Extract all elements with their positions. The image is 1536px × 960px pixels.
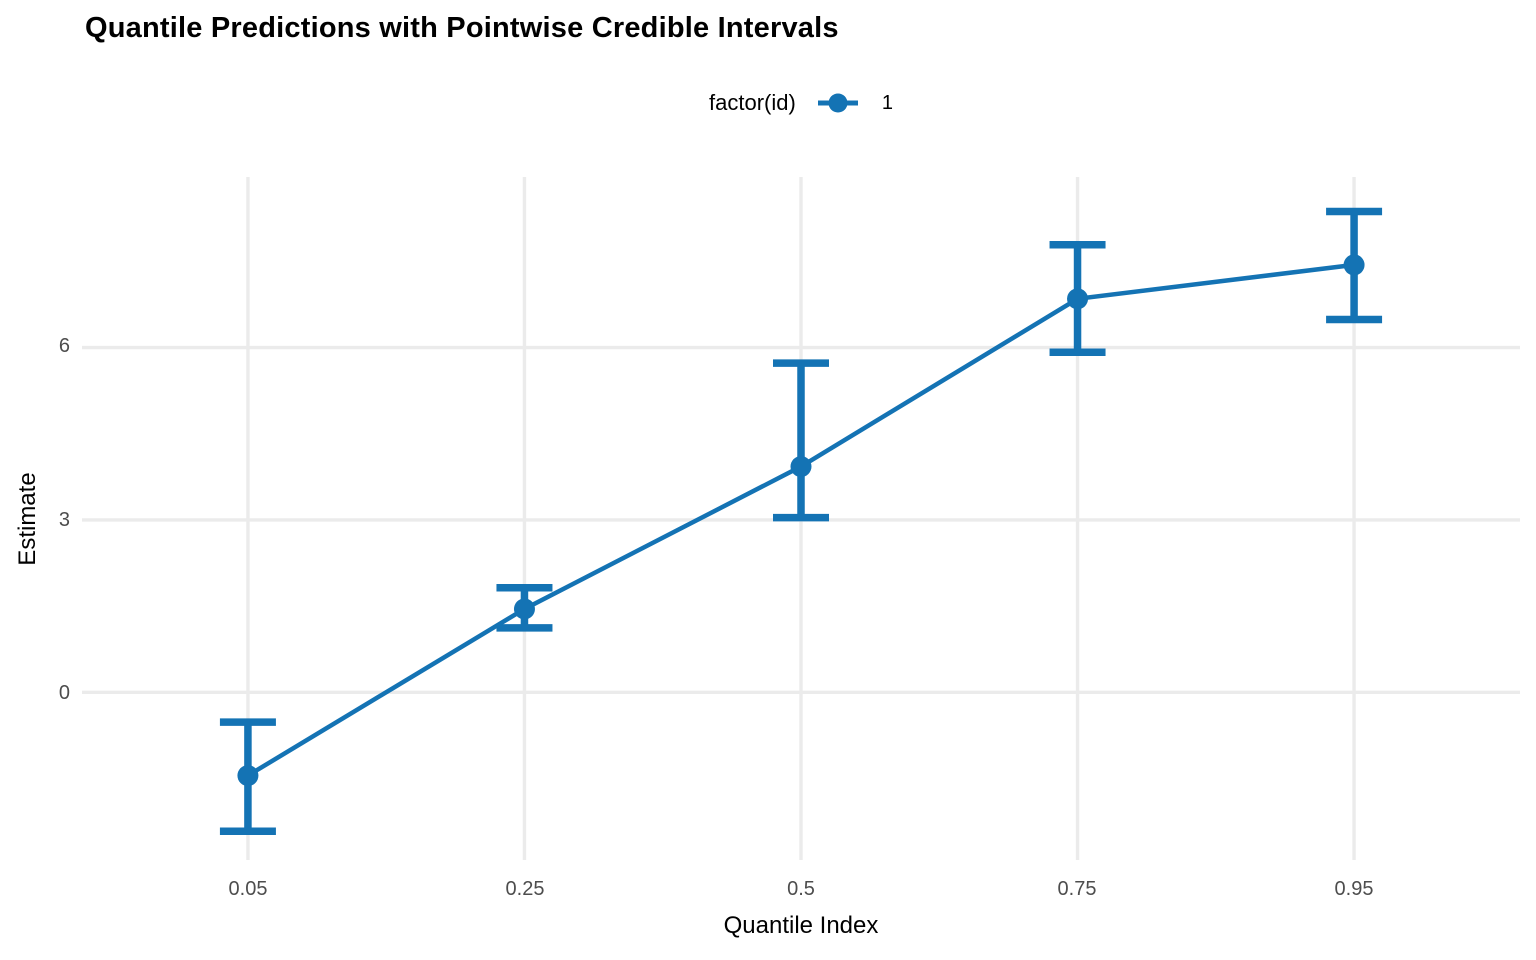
legend-entry-label: 1 [881,91,893,114]
y-tick-label: 3 [58,509,70,531]
x-axis-title: Quantile Index [723,912,879,939]
y-axis-title: Estimate [14,472,41,566]
y-tick-label: 0 [58,682,70,704]
legend-title: factor(id) [709,90,796,115]
x-tick-label: 0.5 [787,878,815,900]
x-tick-label: 0.95 [1334,878,1374,900]
chart-title: Quantile Predictions with Pointwise Cred… [85,12,839,44]
data-point [1067,288,1089,310]
data-point [513,598,535,620]
x-tick-label: 0.75 [1057,878,1097,900]
x-tick-label: 0.05 [228,878,268,900]
data-point [1343,254,1365,276]
data-point [237,765,259,787]
legend-key [816,90,860,116]
legend: factor(id) 1 [0,90,1536,116]
x-tick-label: 0.25 [505,878,545,900]
point-line-key-icon [817,93,858,113]
legend-key-point [828,93,848,113]
data-point [790,456,812,478]
y-tick-label: 6 [58,335,70,357]
